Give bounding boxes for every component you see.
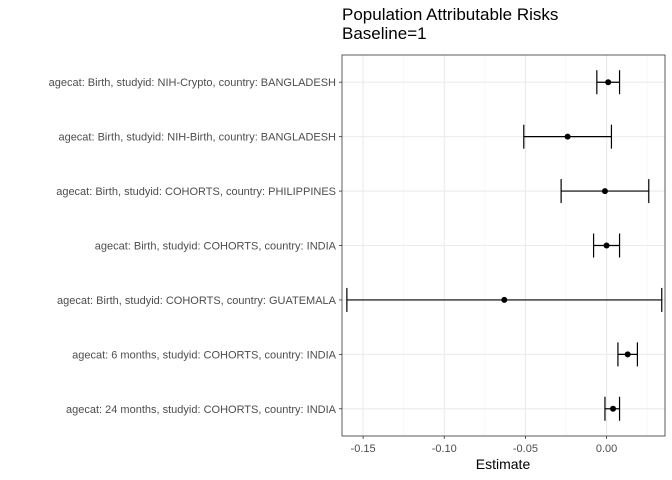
x-tick-label: -0.05 xyxy=(513,443,538,455)
estimate-row xyxy=(592,233,621,258)
y-tick-label: agecat: Birth, studyid: COHORTS, country… xyxy=(95,241,337,253)
point-estimate xyxy=(501,296,508,303)
y-tick-label: agecat: Birth, studyid: COHORTS, country… xyxy=(57,295,337,307)
point-estimate xyxy=(610,405,617,412)
data-marks xyxy=(346,70,663,421)
chart-subtitle: Baseline=1 xyxy=(342,24,427,43)
point-estimate xyxy=(603,242,610,249)
y-tick-label: agecat: 6 months, studyid: COHORTS, coun… xyxy=(72,349,337,361)
estimate-row xyxy=(617,342,639,367)
estimate-row xyxy=(523,124,613,149)
y-tick-label: agecat: 24 months, studyid: COHORTS, cou… xyxy=(66,404,337,416)
estimate-row xyxy=(604,396,621,421)
x-tick-label: -0.10 xyxy=(432,443,457,455)
y-tick-label: agecat: Birth, studyid: COHORTS, country… xyxy=(56,186,336,198)
estimate-row xyxy=(560,179,650,204)
y-axis: agecat: Birth, studyid: NIH-Crypto, coun… xyxy=(49,77,342,416)
y-tick-label: agecat: Birth, studyid: NIH-Birth, count… xyxy=(58,132,336,144)
x-tick-label: 0.00 xyxy=(596,443,617,455)
estimate-row xyxy=(596,70,621,95)
point-estimate xyxy=(564,133,571,140)
x-axis-title: Estimate xyxy=(476,456,531,472)
x-axis: -0.15 -0.10 -0.05 0.00 xyxy=(351,436,617,455)
chart-title: Population Attributable Risks Baseline=1 xyxy=(342,5,558,43)
estimate-row xyxy=(346,287,663,312)
point-estimate xyxy=(601,188,608,195)
y-tick-label: agecat: Birth, studyid: NIH-Crypto, coun… xyxy=(49,77,336,89)
chart-title-line-1: Population Attributable Risks xyxy=(342,5,558,24)
point-estimate xyxy=(624,351,631,358)
x-tick-label: -0.15 xyxy=(351,443,376,455)
point-estimate xyxy=(605,79,612,86)
